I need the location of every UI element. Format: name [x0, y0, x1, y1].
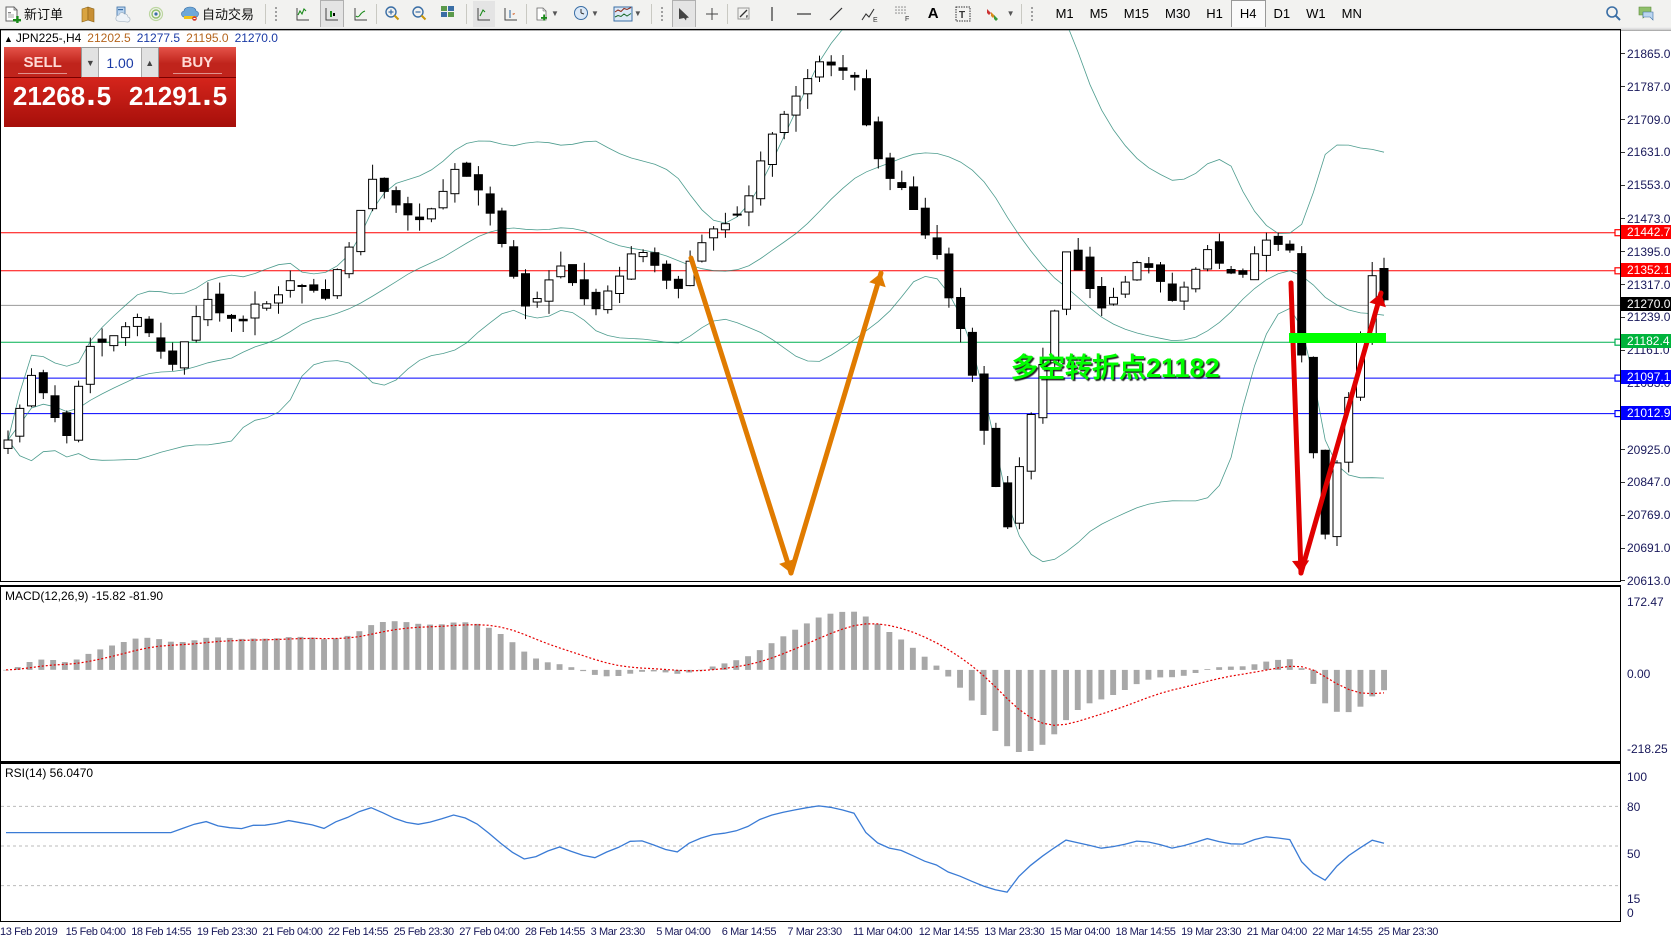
svg-text:T: T	[959, 10, 965, 21]
svg-text:E: E	[873, 17, 878, 23]
svg-text:F: F	[905, 16, 909, 23]
